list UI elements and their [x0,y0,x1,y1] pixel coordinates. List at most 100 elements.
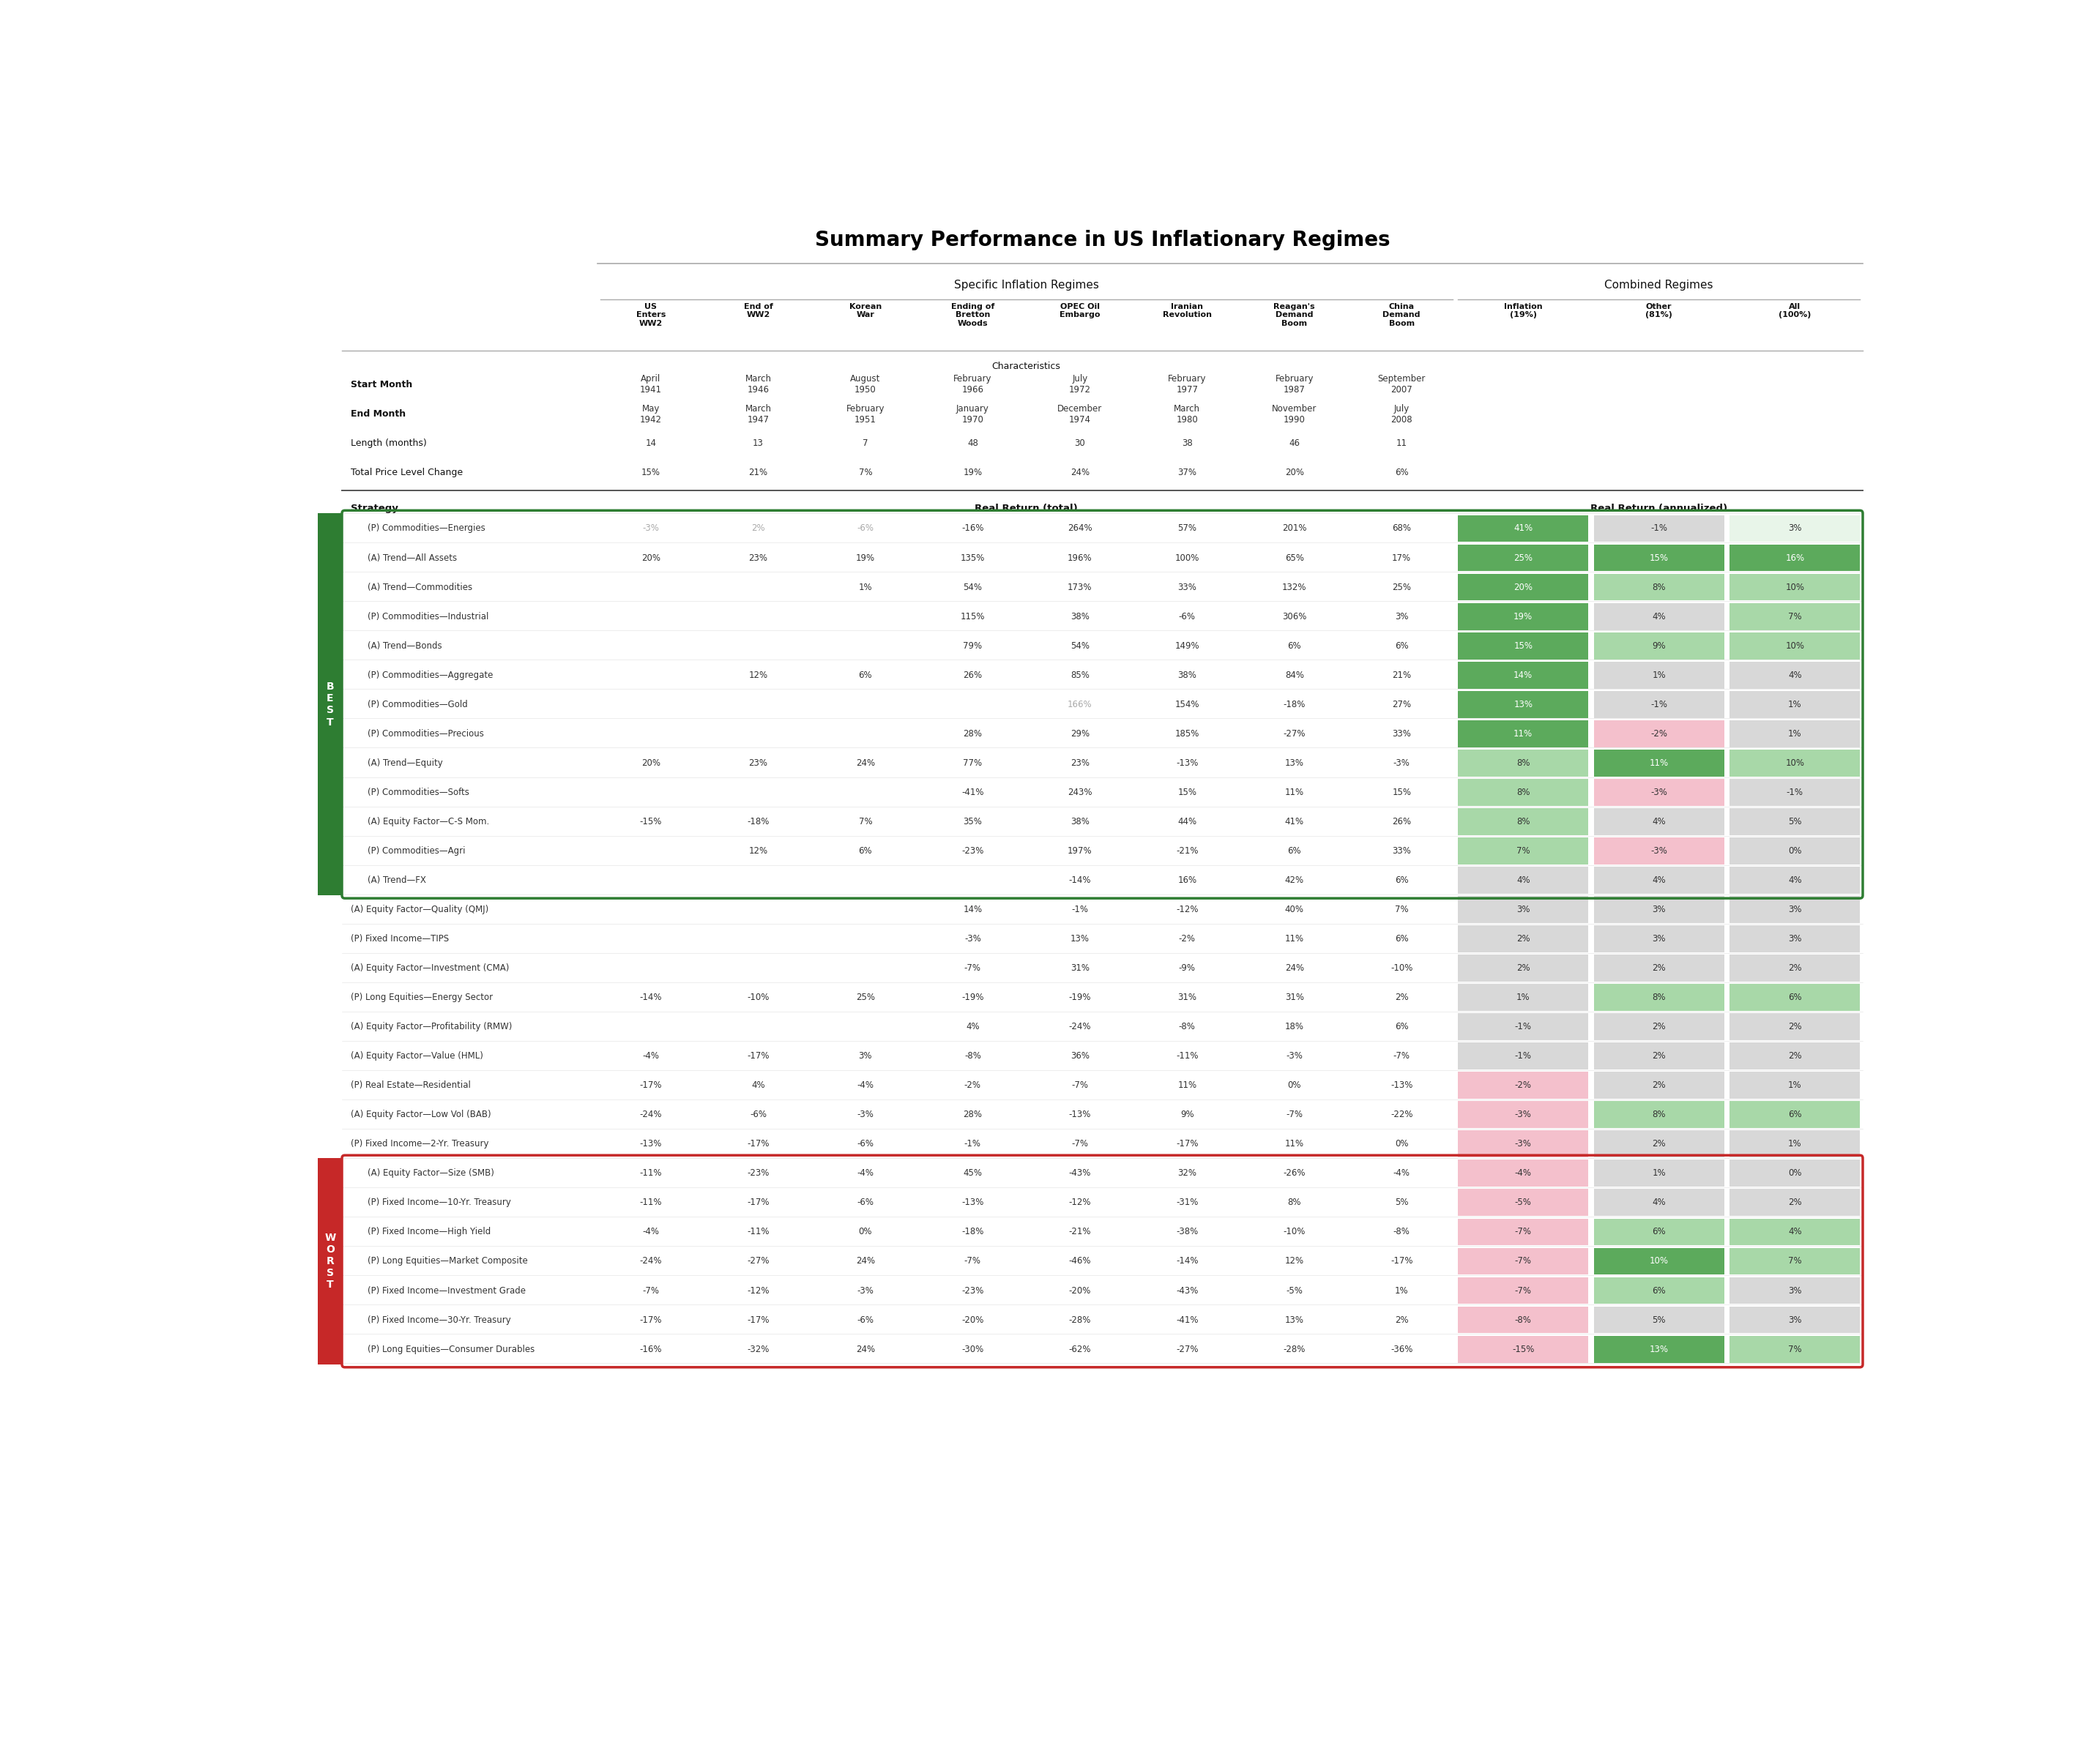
Text: 26%: 26% [1392,816,1411,826]
Text: 115%: 115% [960,612,985,621]
Text: 8%: 8% [1653,583,1665,592]
Bar [1730,545,1861,571]
Text: -1%: -1% [1071,905,1088,913]
Text: -17%: -17% [1390,1256,1413,1267]
Text: 196%: 196% [1067,553,1092,562]
Text: 8%: 8% [1653,1110,1665,1119]
Text: 7: 7 [863,438,867,447]
Text: 33%: 33% [1392,729,1411,738]
Bar [1730,720,1861,746]
Text: 3%: 3% [1787,524,1802,532]
Text: 15%: 15% [1178,788,1197,797]
Text: 1%: 1% [1653,1169,1665,1178]
Text: 4%: 4% [1516,875,1531,886]
Text: B
E
S
T: B E S T [326,682,334,727]
Text: 7%: 7% [859,816,872,826]
Text: (P) Commodities—Industrial: (P) Commodities—Industrial [367,612,489,621]
Bar [1594,1307,1724,1333]
Bar [1730,807,1861,835]
Text: 2%: 2% [1787,964,1802,973]
Text: 30: 30 [1075,438,1086,447]
Text: -7%: -7% [1071,1140,1088,1148]
Text: 24%: 24% [1285,964,1304,973]
Text: -23%: -23% [748,1169,769,1178]
Text: 3%: 3% [859,1051,872,1061]
Text: 11%: 11% [1514,729,1533,738]
Bar [1730,867,1861,894]
Bar [1457,955,1588,981]
Text: 79%: 79% [964,640,983,651]
Text: -17%: -17% [748,1315,769,1324]
Text: May
1942: May 1942 [640,404,662,425]
Text: -12%: -12% [1176,905,1199,913]
Text: -7%: -7% [1285,1110,1302,1119]
Text: -11%: -11% [748,1227,769,1237]
Text: 3%: 3% [1787,1315,1802,1324]
Text: 35%: 35% [964,816,983,826]
Text: 57%: 57% [1178,524,1197,532]
Text: 28%: 28% [964,1110,983,1119]
Text: 166%: 166% [1067,699,1092,710]
Bar [1730,661,1861,689]
Text: 1%: 1% [1787,699,1802,710]
Text: 33%: 33% [1392,846,1411,856]
Text: -21%: -21% [1176,846,1199,856]
Text: -4%: -4% [1392,1169,1409,1178]
Bar [1457,1161,1588,1187]
Text: 13%: 13% [1514,699,1533,710]
Text: -46%: -46% [1069,1256,1092,1267]
Text: 3%: 3% [1394,612,1409,621]
Bar [1457,1307,1588,1333]
Text: US
Enters
WW2: US Enters WW2 [636,303,666,327]
Text: 11%: 11% [1285,934,1304,943]
Bar [1730,780,1861,806]
Text: 24%: 24% [857,1345,876,1354]
Text: (A) Equity Factor—Quality (QMJ): (A) Equity Factor—Quality (QMJ) [351,905,489,913]
Text: Inflation
(19%): Inflation (19%) [1504,303,1541,318]
Text: 6%: 6% [1287,846,1302,856]
Text: 0%: 0% [859,1227,872,1237]
Text: -3%: -3% [1514,1110,1531,1119]
Text: (A) Equity Factor—Low Vol (BAB): (A) Equity Factor—Low Vol (BAB) [351,1110,491,1119]
Text: 19%: 19% [857,553,876,562]
Text: (A) Trend—FX: (A) Trend—FX [367,875,426,886]
Text: (P) Commodities—Agri: (P) Commodities—Agri [367,846,466,856]
Text: 201%: 201% [1283,524,1306,532]
Text: -3%: -3% [857,1110,874,1119]
Text: August
1950: August 1950 [850,374,880,395]
Text: -43%: -43% [1069,1169,1092,1178]
Text: Characteristics: Characteristics [991,362,1060,371]
Text: -2%: -2% [1651,729,1667,738]
Text: -1%: -1% [1651,524,1667,532]
Text: -16%: -16% [962,524,983,532]
Text: 16%: 16% [1178,875,1197,886]
Bar [1594,955,1724,981]
Text: 2%: 2% [1787,1021,1802,1032]
Text: 12%: 12% [1285,1256,1304,1267]
Text: 10%: 10% [1785,640,1804,651]
Text: 17%: 17% [1392,553,1411,562]
Text: 77%: 77% [964,759,983,767]
Text: 149%: 149% [1174,640,1199,651]
Text: -14%: -14% [1069,875,1092,886]
Bar [1730,896,1861,922]
Bar [1457,750,1588,776]
Text: 10%: 10% [1785,583,1804,592]
Bar [1457,691,1588,719]
Text: 44%: 44% [1178,816,1197,826]
Text: 7%: 7% [1516,846,1531,856]
Text: -20%: -20% [1069,1286,1092,1295]
Text: 3%: 3% [1653,934,1665,943]
Text: 6%: 6% [1787,1110,1802,1119]
Bar [1730,1248,1861,1275]
Text: 1%: 1% [1787,1140,1802,1148]
Text: 5%: 5% [1653,1315,1665,1324]
Text: 7%: 7% [1787,1345,1802,1354]
Text: 19%: 19% [1514,612,1533,621]
Bar [1457,1072,1588,1100]
Text: 1%: 1% [1653,670,1665,680]
Bar [1594,867,1724,894]
Bar [1594,691,1724,719]
Bar [1457,1101,1588,1128]
Text: -6%: -6% [857,1197,874,1208]
